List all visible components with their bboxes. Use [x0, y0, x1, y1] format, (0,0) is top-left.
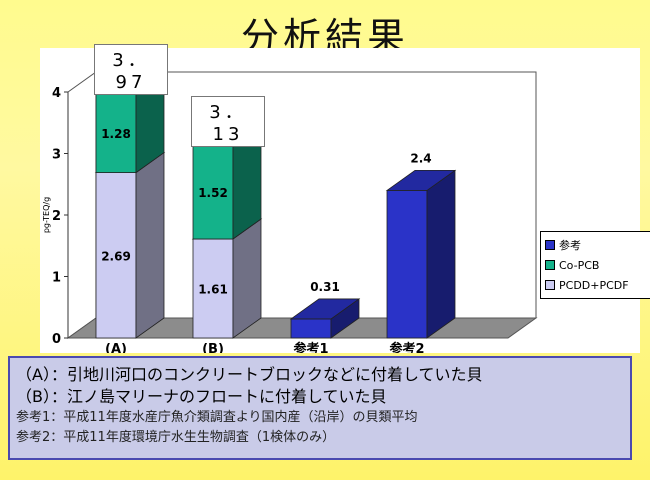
y-tick-label: 1 — [52, 271, 61, 286]
bar-side — [426, 169, 456, 339]
legend-label: PCDD+PCDF — [559, 278, 629, 292]
bar-top — [289, 298, 361, 320]
x-tick-label: 参考2 — [389, 341, 424, 353]
note-a: （A）：引地川河口のコンクリートブロックなどに付着していた貝 — [16, 365, 483, 384]
data-label: 1.28 — [101, 127, 131, 141]
chart-legend: 参考 Co-PCB PCDD+PCDF — [540, 231, 650, 299]
bar-top — [385, 170, 457, 191]
legend-label: Co-PCB — [559, 258, 600, 272]
x-tick-label: (A) — [105, 342, 127, 353]
chart-area: 0 1 2 3 4 pg-TEQ/g 2.69 1.28 (A) 1.61 1.52 (B) 0.31 参… — [40, 43, 650, 353]
data-label: 2.4 — [410, 151, 431, 165]
y-axis-title: pg-TEQ/g — [42, 197, 51, 233]
notes-box: （A）：引地川河口のコンクリートブロックなどに付着していた貝 （B）：江ノ島マリ… — [8, 356, 632, 460]
note-ref2: 参考2：平成11年度環境庁水生生物調査（1検体のみ） — [16, 430, 336, 445]
legend-item: Co-PCB — [545, 255, 650, 275]
y-tick-label: 0 — [52, 332, 61, 347]
y-tick-label: 3 — [52, 148, 61, 163]
legend-label: 参考 — [559, 239, 581, 252]
data-label: 0.31 — [310, 280, 340, 294]
side-wall — [67, 71, 97, 339]
bar-side — [135, 151, 165, 339]
y-tick-label: 4 — [52, 86, 61, 101]
x-tick-label: 参考1 — [293, 341, 328, 353]
y-tick-label: 2 — [52, 209, 61, 224]
bar-segment — [192, 145, 234, 240]
legend-swatch — [545, 260, 555, 270]
bar-side — [232, 218, 262, 339]
x-tick-label: (B) — [202, 342, 224, 353]
data-label: 1.61 — [198, 282, 228, 296]
data-label: 2.69 — [101, 249, 131, 263]
legend-item: PCDD+PCDF — [545, 275, 650, 295]
bar-segment — [386, 189, 428, 339]
total-label-a: 3．97 — [94, 43, 168, 95]
total-label-b: 3．13 — [191, 95, 265, 147]
note-ref1: 参考1：平成11年度水産庁魚介類調査より国内産（沿岸）の貝類平均 — [16, 410, 418, 425]
legend-swatch — [545, 280, 555, 290]
bar-segment — [290, 318, 332, 339]
legend-item: 参考 — [545, 235, 650, 255]
note-b: （B）：江ノ島マリーナのフロートに付着していた貝 — [16, 387, 387, 406]
bar-segment — [192, 238, 234, 339]
data-label: 1.52 — [198, 186, 228, 200]
legend-swatch — [545, 240, 555, 250]
